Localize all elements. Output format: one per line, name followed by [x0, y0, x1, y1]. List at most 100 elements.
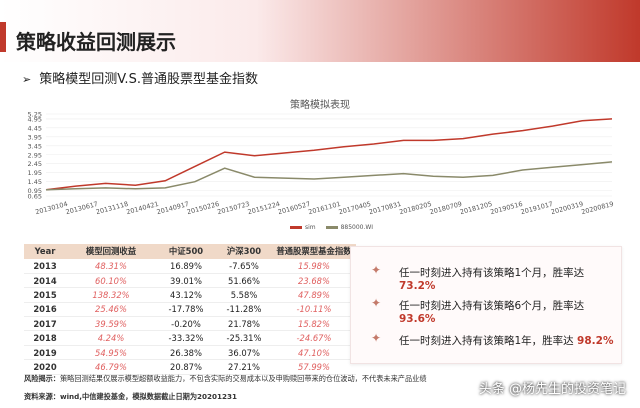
table-cell: 2014 [24, 273, 66, 289]
table-cell: 23.68% [272, 273, 356, 289]
table-cell: 2020 [24, 359, 66, 375]
x-tick-label: 20190516 [489, 200, 523, 216]
table-header-row: Year 模型回测收益 中证500 沪深300 普通股票型基金指数 [24, 244, 356, 260]
table-cell: -33.32% [156, 330, 216, 346]
risk-label: 风险揭示： [24, 374, 60, 383]
page-title: 策略收益回测展示 [16, 30, 176, 54]
table-cell: 2018 [24, 330, 66, 346]
x-tick-label: 20191017 [520, 200, 554, 216]
table-cell: 27.21% [216, 359, 272, 375]
watermark: 头条 @杨先生的投资笔记 [478, 382, 626, 397]
table-cell: 138.32% [66, 287, 156, 303]
table-cell: 47.89% [272, 287, 356, 303]
header-csi500: 中证500 [156, 244, 216, 260]
table-cell: 47.10% [272, 345, 356, 361]
table-row: 2017 39.59% -0.20% 21.78% 15.82% [24, 316, 356, 332]
table-row: 2019 54.95% 26.38% 36.07% 47.10% [24, 345, 356, 361]
table-cell: -24.67% [272, 330, 356, 346]
y-tick-label: 4.95 [28, 115, 42, 123]
win-rate-text: 任一时刻进入持有该策略1个月，胜率达 [399, 267, 585, 279]
legend-label-index: 885000.WI [340, 224, 374, 231]
table-cell: 39.01% [156, 273, 216, 289]
x-tick-label: 20150226 [186, 200, 220, 216]
x-tick-label: 20170405 [338, 200, 372, 216]
x-tick-label: 20131118 [95, 200, 129, 216]
risk-note: 风险揭示：策略回测结果仅展示模型超额收益能力，不包含实际的交易成本以及申购赎回带… [24, 374, 624, 384]
table-cell: 20.87% [156, 359, 216, 375]
star-icon: ✦ [371, 263, 382, 277]
table-cell: 15.82% [272, 316, 356, 332]
x-tick-label: 20181205 [459, 200, 493, 216]
x-tick-label: 20200319 [550, 200, 584, 216]
table-row: 2013 48.31% 16.89% -7.65% 15.98% [24, 259, 356, 274]
chart-title: 策略模拟表现 [290, 100, 350, 111]
series-line-index [45, 161, 613, 191]
x-tick-label: 20180205 [398, 200, 432, 216]
table-cell: 2017 [24, 316, 66, 332]
table-row: 2016 25.46% -17.78% -11.28% -10.11% [24, 302, 356, 318]
table-cell: 2015 [24, 287, 66, 303]
chart-legend: sim 885000.WI [282, 224, 373, 231]
table-cell: 48.31% [66, 259, 156, 274]
series-line-sim [45, 118, 613, 191]
legend-label-sim: sim [305, 224, 316, 231]
header-fund-index: 普通股票型基金指数 [272, 244, 356, 260]
section-subtitle: ➢ 策略模型回测V.S.普通股票型基金指数 [22, 68, 258, 87]
x-tick-label: 20180709 [429, 200, 463, 216]
win-rate-card: ✦ 任一时刻进入持有该策略1个月，胜率达 73.2% ✦ 任一时刻进入持有该策略… [350, 246, 622, 364]
table-cell: 43.12% [156, 287, 216, 303]
table-cell: -10.11% [272, 302, 356, 318]
y-tick-label: 1.45 [28, 178, 42, 186]
table-cell: 46.79% [66, 359, 156, 375]
y-tick-label: 1.95 [28, 169, 42, 177]
legend-swatch-index [325, 226, 338, 229]
x-tick-label: 20161101 [307, 200, 341, 216]
x-tick-label: 20150723 [216, 200, 250, 216]
x-tick-label: 20140917 [156, 200, 190, 216]
win-rate-text: 任一时刻进入持有该策略1年，胜率达 [399, 335, 574, 347]
table-cell: 2013 [24, 259, 66, 274]
source-note: 资料来源：wind,中信建投基金，模拟数据截止日期为20201231 [24, 392, 238, 401]
table-cell: -17.78% [156, 302, 216, 318]
x-tick-label: 20140421 [125, 200, 159, 216]
y-tick-label: 2.95 [28, 151, 42, 159]
table-cell: 4.24% [66, 330, 156, 346]
x-tick-label: 20200819 [580, 200, 614, 216]
x-tick-label: 20170831 [368, 200, 402, 216]
legend-swatch-sim [290, 226, 302, 229]
y-tick-label: 4.45 [28, 124, 42, 132]
table-cell: 54.95% [66, 345, 156, 361]
win-rate-pct: 73.2% [399, 280, 436, 292]
header-model-return: 模型回测收益 [66, 244, 156, 260]
table-cell: 36.07% [216, 345, 272, 361]
table-cell: 2019 [24, 345, 66, 361]
table-cell: -25.31% [216, 330, 272, 346]
table-cell: 51.66% [216, 273, 272, 289]
y-tick-label: 0.65 [28, 193, 42, 201]
performance-table: Year 模型回测收益 中证500 沪深300 普通股票型基金指数 2013 48… [24, 244, 356, 375]
win-rate-row: ✦ 任一时刻进入持有该策略1个月，胜率达 73.2% [351, 262, 623, 292]
risk-text: 策略回测结果仅展示模型超额收益能力，不包含实际的交易成本以及申购赎回带来的仓位波… [59, 374, 427, 383]
table-cell: -11.28% [216, 302, 272, 318]
table-row: 2018 4.24% -33.32% -25.31% -24.67% [24, 330, 356, 346]
table-row: 2015 138.32% 43.12% 5.58% 47.89% [24, 287, 356, 303]
subtitle-text: 策略模型回测V.S.普通股票型基金指数 [39, 72, 258, 87]
y-tick-label: 5.25 [28, 111, 42, 119]
table-cell: 21.78% [216, 316, 272, 332]
table-cell: 16.89% [156, 259, 216, 274]
y-tick-label: 3.45 [28, 142, 42, 150]
star-icon: ✦ [371, 296, 382, 310]
win-rate-row: ✦ 任一时刻进入持有该策略1年，胜率达 98.2% [351, 330, 623, 350]
header-year: Year [24, 244, 66, 260]
x-tick-label: 20130617 [65, 200, 99, 216]
x-tick-label: 20130104 [34, 200, 68, 216]
arrow-bullet-icon: ➢ [22, 73, 32, 86]
win-rate-text: 任一时刻进入持有该策略6个月，胜率达 [399, 300, 585, 312]
win-rate-row: ✦ 任一时刻进入持有该策略6个月，胜率达 93.6% [351, 295, 623, 325]
table-cell: 15.98% [272, 259, 356, 274]
header-banner [0, 0, 640, 62]
table-cell: 5.58% [216, 287, 272, 303]
table-cell: 60.10% [66, 273, 156, 289]
table-cell: 2016 [24, 302, 66, 318]
x-tick-label: 20160527 [277, 200, 311, 216]
